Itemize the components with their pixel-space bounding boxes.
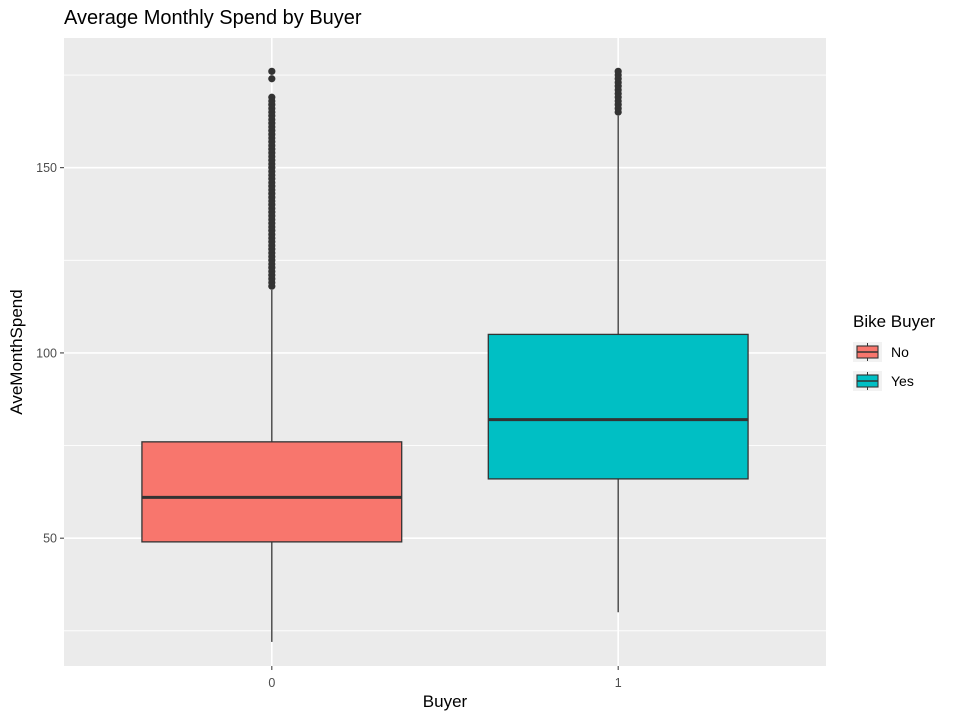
- x-tick-label: 1: [615, 676, 622, 690]
- box-iqr: [487, 333, 749, 480]
- box-iqr: [141, 441, 403, 543]
- outlier-point: [268, 75, 276, 83]
- outlier-point: [614, 67, 622, 75]
- y-tick-label: 100: [36, 346, 57, 360]
- y-tick-label: 50: [43, 532, 57, 546]
- legend-title: Bike Buyer: [853, 312, 936, 331]
- legend: Bike Buyer No Yes: [853, 312, 936, 391]
- y-axis-ticks: 50 100 150: [36, 161, 64, 546]
- boxplot-series: [141, 67, 749, 642]
- box-group-yes: [487, 67, 749, 613]
- y-axis-title: AveMonthSpend: [7, 289, 26, 414]
- outlier-point: [268, 67, 276, 75]
- legend-entries: No Yes: [853, 342, 914, 391]
- x-tick-label: 0: [268, 676, 275, 690]
- legend-item-yes: Yes: [853, 371, 914, 391]
- legend-label: Yes: [891, 373, 914, 389]
- chart-title: Average Monthly Spend by Buyer: [64, 7, 362, 29]
- legend-label: No: [891, 344, 909, 360]
- x-axis-title: Buyer: [423, 692, 468, 711]
- outlier-point: [268, 93, 276, 101]
- box-group-no: [141, 67, 403, 642]
- legend-item-no: No: [853, 342, 909, 362]
- y-tick-label: 150: [36, 161, 57, 175]
